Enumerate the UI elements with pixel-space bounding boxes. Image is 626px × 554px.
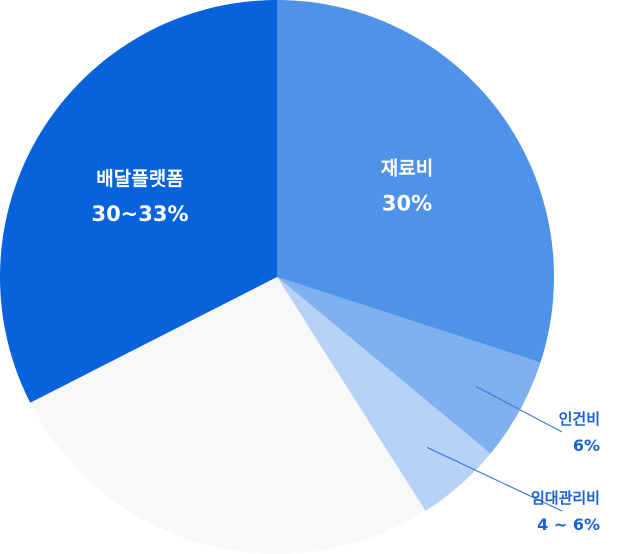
leader-line — [426, 446, 563, 512]
slice-value-label: 30~33% — [91, 202, 188, 226]
slice-value-label: 4 ~ 6% — [537, 515, 600, 534]
leader-line — [475, 385, 563, 433]
slice-value-label: 6% — [573, 436, 600, 455]
slice-label: 배달플랫폼 — [96, 168, 183, 190]
slice-label: 인건비 — [559, 410, 600, 428]
pie-slice-인건비 — [277, 277, 541, 454]
slice-label: 임대관리비 — [531, 489, 600, 507]
slice-value-label: 30% — [382, 192, 432, 216]
pie-slice-배달플랫폼 — [0, 0, 277, 403]
slice-label: 재료비 — [381, 158, 433, 180]
pie-slice-unlabeled-3 — [30, 277, 426, 554]
pie-slice-재료비 — [277, 0, 554, 363]
